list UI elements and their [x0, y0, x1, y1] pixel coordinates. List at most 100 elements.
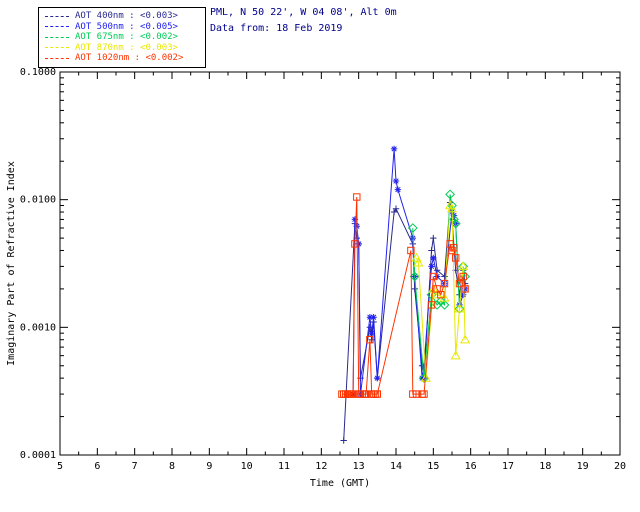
series-line-aot-500	[352, 148, 466, 395]
marker-aot-500	[428, 263, 435, 270]
marker-aot-675	[409, 271, 420, 282]
marker-aot-400	[441, 273, 448, 280]
marker-aot-500	[418, 374, 426, 382]
legend-line-sample	[45, 36, 69, 38]
legend-label: AOT 675nm : <0.002>	[75, 32, 178, 43]
legend-line-sample	[45, 47, 69, 49]
marker-aot-500	[390, 145, 398, 153]
y-tick-label: 0.0010	[20, 322, 56, 333]
marker-aot-500	[430, 254, 437, 262]
marker-aot-1020	[353, 193, 361, 201]
x-tick-label: 15	[427, 461, 439, 472]
y-tick-label: 0.0001	[20, 450, 56, 461]
marker-aot-500	[351, 216, 359, 223]
legend-label: AOT 500nm : <0.005>	[75, 21, 178, 32]
x-tick-label: 8	[169, 461, 175, 472]
x-tick-label: 9	[206, 461, 212, 472]
marker-aot-1020	[450, 244, 458, 252]
marker-aot-1020	[407, 246, 415, 255]
station-header: PML, N 50 22', W 04 08', Alt 0m Data fro…	[210, 5, 397, 37]
x-tick-label: 7	[132, 461, 138, 472]
x-tick-label: 20	[614, 461, 626, 472]
marker-aot-1020	[437, 291, 445, 299]
legend-entry: AOT 870nm : <0.003>	[45, 43, 201, 54]
marker-aot-1020	[452, 254, 460, 262]
legend-line-sample	[45, 15, 69, 17]
marker-aot-500	[394, 186, 402, 193]
marker-aot-1020	[455, 279, 464, 288]
marker-aot-675	[407, 223, 418, 233]
legend-entry: AOT 500nm : <0.005>	[45, 22, 201, 33]
marker-aot-500	[370, 314, 377, 321]
marker-aot-675	[439, 299, 450, 310]
marker-aot-1020	[433, 285, 441, 293]
marker-aot-870	[450, 350, 461, 360]
marker-aot-400	[430, 234, 437, 242]
x-tick-label: 6	[94, 461, 100, 472]
date-line: Data from: 18 Feb 2019	[210, 23, 343, 34]
marker-aot-870	[446, 203, 458, 213]
marker-aot-400	[340, 437, 347, 444]
marker-aot-500	[460, 291, 467, 298]
marker-aot-500	[374, 374, 381, 382]
legend-entry: AOT 675nm : <0.002>	[45, 32, 201, 43]
legend-entry: AOT 1020nm : <0.002>	[45, 53, 201, 64]
legend-line-sample	[45, 26, 69, 28]
marker-aot-1020	[412, 390, 421, 398]
series-line-aot-400	[343, 202, 466, 441]
x-tick-label: 18	[539, 461, 551, 472]
x-tick-label: 16	[465, 461, 477, 472]
x-tick-label: 19	[577, 461, 589, 472]
marker-aot-1020	[351, 240, 359, 248]
marker-aot-1020	[461, 285, 469, 293]
marker-aot-400	[390, 208, 398, 216]
marker-aot-870	[428, 283, 439, 293]
marker-aot-675	[448, 214, 459, 225]
y-tick-label: 0.0100	[20, 195, 56, 206]
marker-aot-1020	[440, 279, 449, 288]
x-tick-label: 17	[502, 461, 514, 472]
marker-aot-400	[428, 247, 435, 254]
marker-aot-675	[450, 218, 461, 229]
marker-aot-870	[454, 303, 465, 313]
marker-aot-1020	[459, 272, 467, 281]
marker-aot-1020	[366, 336, 374, 344]
marker-aot-1020	[427, 301, 436, 309]
marker-aot-1020	[349, 390, 357, 398]
x-tick-label: 10	[241, 461, 253, 472]
marker-aot-500	[392, 177, 400, 185]
marker-aot-870	[432, 289, 443, 299]
marker-aot-500	[420, 362, 428, 369]
x-axis-title: Time (GMT)	[310, 478, 370, 489]
marker-aot-500	[355, 240, 362, 248]
marker-aot-1020	[373, 390, 382, 398]
marker-aot-675	[445, 189, 456, 200]
marker-aot-1020	[429, 272, 438, 281]
marker-aot-500	[433, 273, 441, 280]
series-line-aot-870	[416, 203, 466, 379]
station-line: PML, N 50 22', W 04 08', Alt 0m	[210, 7, 397, 18]
marker-aot-500	[368, 330, 375, 337]
x-tick-label: 12	[315, 461, 327, 472]
marker-aot-1020	[420, 390, 428, 398]
marker-aot-870	[420, 372, 431, 382]
legend-label: AOT 870nm : <0.003>	[75, 42, 178, 53]
marker-aot-870	[460, 334, 471, 344]
legend-box: AOT 400nm : <0.003> AOT 500nm : <0.005> AO…	[38, 7, 206, 68]
marker-aot-400	[433, 267, 441, 274]
marker-aot-870	[458, 261, 469, 271]
x-tick-label: 11	[278, 461, 290, 472]
y-axis-title: Imaginary Part of Refractive Index	[6, 161, 17, 366]
marker-aot-870	[439, 292, 450, 302]
legend-label: AOT 1020nm : <0.002>	[75, 53, 184, 64]
x-tick-label: 14	[390, 461, 402, 472]
marker-aot-1020	[362, 390, 370, 398]
marker-aot-400	[392, 205, 400, 212]
legend-line-sample	[45, 57, 69, 59]
marker-aot-500	[366, 314, 374, 321]
y-tick-label: 0.1000	[20, 67, 56, 78]
x-tick-label: 13	[353, 461, 365, 472]
legend-entry: AOT 400nm : <0.003>	[45, 11, 201, 22]
